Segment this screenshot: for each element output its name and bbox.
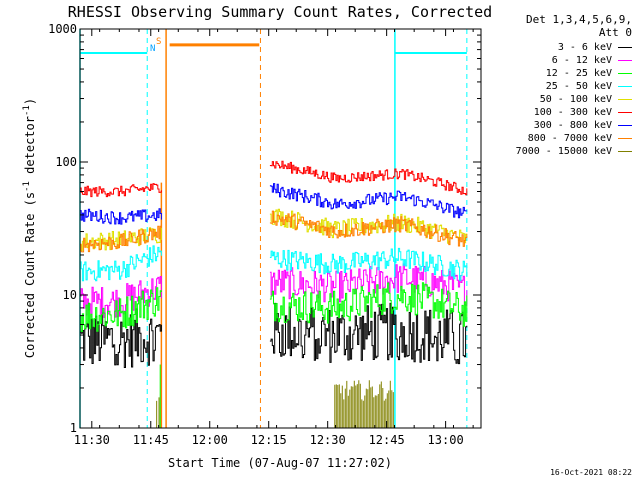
series-6-segment-1 [269, 183, 468, 219]
plot-frame [79, 28, 482, 429]
legend-label: 3 - 6 keV [557, 42, 612, 53]
series-4-segment-1 [269, 208, 468, 244]
legend-header-attenuator: Att 0 [598, 26, 632, 39]
y-tick-label: 1000 [48, 22, 77, 36]
legend-entry: 300 - 800 keV [534, 120, 632, 131]
footer-timestamp: 16-Oct-2021 08:22 [550, 468, 632, 477]
series-5-segment-0 [80, 183, 162, 198]
x-tick-label: 12:45 [369, 433, 405, 447]
legend-label: 300 - 800 keV [533, 120, 612, 131]
series-0-segment-1 [269, 302, 468, 365]
legend-swatch [618, 60, 632, 61]
legend-entry: 7000 - 15000 keV [516, 146, 632, 157]
legend-swatch [618, 99, 632, 100]
legend-swatch [618, 47, 632, 48]
chart-title: RHESSI Observing Summary Count Rates, Co… [68, 3, 492, 21]
legend-swatch [618, 151, 632, 152]
legend-header-detectors: Det 1,3,4,5,6,9, [526, 13, 632, 26]
legend-label: 6 - 12 keV [551, 55, 612, 66]
series-3-segment-0 [80, 245, 162, 282]
legend-swatch [618, 112, 632, 113]
legend-entry: 50 - 100 keV [540, 94, 632, 105]
legend-swatch [618, 125, 632, 126]
plot-area: SN [79, 29, 468, 428]
legend-entry: 6 - 12 keV [552, 55, 632, 66]
y-axis-label: Corrected Count Rate (s-1 detector-1) [22, 98, 37, 358]
x-tick-label: 11:30 [74, 433, 110, 447]
legend-swatch [618, 86, 632, 87]
series-8-spikes [334, 380, 394, 428]
legend-entry: 3 - 6 keV [558, 42, 632, 53]
legend-label: 25 - 50 keV [545, 81, 612, 92]
series-7-segment-1 [269, 210, 468, 247]
x-tick-label: 12:00 [192, 433, 228, 447]
x-tick-label: 11:45 [133, 433, 169, 447]
legend-swatch [618, 138, 632, 139]
legend-entry: 25 - 50 keV [546, 81, 632, 92]
y-tick-label: 1 [70, 421, 77, 435]
legend-label: 50 - 100 keV [539, 94, 612, 105]
x-tick-label: 13:00 [428, 433, 464, 447]
axes: 11:30 11:45 12:00 12:15 12:30 12:45 13:00 1 10 10… [48, 22, 482, 447]
legend-swatch [618, 73, 632, 74]
x-tick-label: 12:30 [310, 433, 346, 447]
y-tick-label: 10 [63, 288, 77, 302]
series-5-segment-1 [269, 160, 468, 196]
x-axis-label: Start Time (07-Aug-07 11:27:02) [168, 456, 392, 470]
series-3-segment-1 [269, 247, 468, 281]
y-tick-label: 100 [55, 155, 77, 169]
legend-label: 7000 - 15000 keV [515, 146, 612, 157]
legend-label: 800 - 7000 keV [527, 133, 612, 144]
night-flag-label: N [150, 44, 155, 54]
saa-flag-label: S [156, 37, 161, 47]
series-7-segment-0 [80, 223, 162, 253]
series-2-segment-1 [269, 282, 468, 327]
legend-entry: 12 - 25 keV [546, 68, 632, 79]
series-6-segment-0 [80, 208, 162, 225]
series-2-segment-0 [80, 287, 162, 332]
x-tick-label: 12:15 [251, 433, 287, 447]
legend-label: 12 - 25 keV [545, 68, 612, 79]
legend-entry: 800 - 7000 keV [528, 133, 632, 144]
legend-label: 100 - 300 keV [533, 107, 612, 118]
legend-entry: 100 - 300 keV [534, 107, 632, 118]
